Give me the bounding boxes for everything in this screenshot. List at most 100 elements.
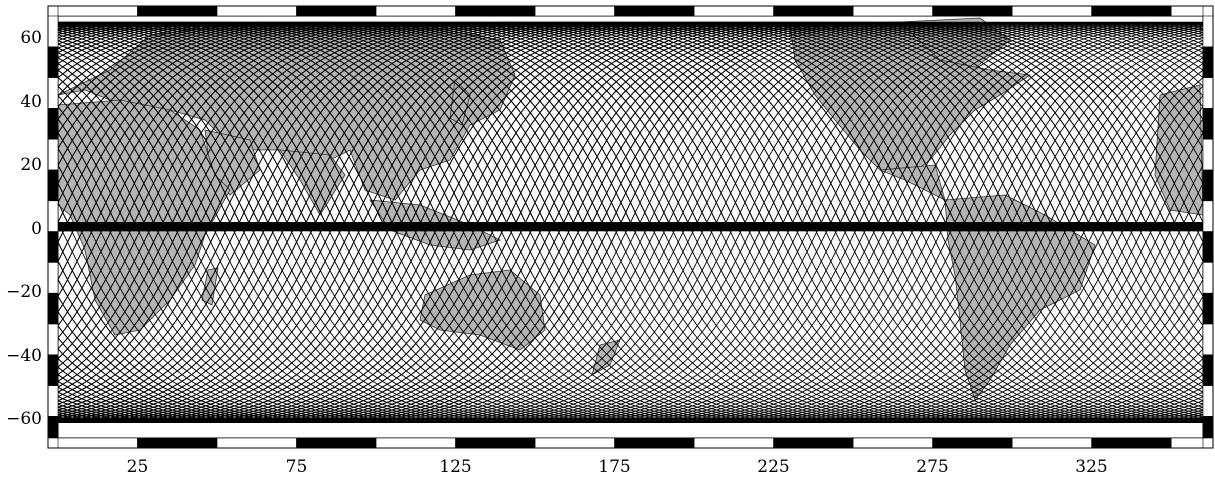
ground-track xyxy=(1021,34,1203,225)
ground-track xyxy=(58,21,1156,424)
ground-track xyxy=(58,21,631,228)
ground-track xyxy=(964,24,1203,225)
ground-track xyxy=(887,21,1203,226)
ground-track xyxy=(1040,40,1203,225)
ground-track xyxy=(58,221,628,424)
ground-track xyxy=(58,40,221,225)
ground-track xyxy=(58,21,860,420)
x-tick-label: 275 xyxy=(916,457,948,477)
ground-track xyxy=(58,21,946,424)
ground-track xyxy=(58,21,584,227)
land-africa xyxy=(58,99,231,336)
ground-track xyxy=(58,43,212,224)
frame-segment xyxy=(47,77,59,109)
ground-track xyxy=(58,21,832,415)
ground-track xyxy=(868,21,1203,226)
x-axis-labels: 25 75 125 175 225 275 325 xyxy=(127,457,1108,477)
x-tick-label: 225 xyxy=(757,457,789,477)
ground-track xyxy=(677,21,1203,227)
ground-track xyxy=(983,26,1203,225)
ground-track xyxy=(58,37,231,225)
ground-track xyxy=(58,21,1109,424)
ground-track xyxy=(630,21,1203,228)
ground-track xyxy=(58,21,603,227)
ground-track xyxy=(58,21,775,398)
ground-track xyxy=(58,21,345,225)
frame-segment xyxy=(1202,354,1214,386)
ground-track xyxy=(782,21,1203,226)
frame-segment xyxy=(693,437,774,449)
ground-track xyxy=(58,21,574,227)
ground-track xyxy=(754,21,1203,227)
y-tick-label: −60 xyxy=(6,409,42,429)
ground-track xyxy=(58,21,431,226)
ground-track xyxy=(58,21,889,423)
ground-track xyxy=(58,21,374,226)
x-tick-label: 25 xyxy=(127,457,149,477)
ground-track xyxy=(58,22,317,225)
ground-track xyxy=(58,21,841,417)
ground-track xyxy=(58,21,1099,424)
frame-segment xyxy=(47,231,59,263)
frame-segment xyxy=(693,5,774,17)
ground-track xyxy=(811,21,1203,226)
ground-track xyxy=(58,21,622,227)
ground-track xyxy=(639,21,1203,227)
ground-track xyxy=(58,28,269,225)
ground-track xyxy=(58,21,1118,424)
ground-track xyxy=(1030,37,1203,225)
ground-track xyxy=(58,21,736,376)
ground-track xyxy=(58,21,927,424)
ground-track xyxy=(58,21,1185,424)
frame-top xyxy=(57,5,1204,17)
frame-segment xyxy=(47,200,59,232)
ground-track xyxy=(58,21,355,226)
ground-track xyxy=(58,21,488,227)
frame-segment xyxy=(375,5,456,17)
ground-track xyxy=(58,21,441,226)
ground-track xyxy=(935,22,1203,225)
frame-segment xyxy=(47,15,59,48)
ground-track xyxy=(58,21,422,226)
frame-segment xyxy=(455,437,536,449)
ground-track xyxy=(773,21,1203,227)
ground-track xyxy=(58,23,307,225)
frame-segment xyxy=(534,5,615,17)
ground-track xyxy=(744,21,1203,227)
ground-track xyxy=(58,21,526,227)
ground-track xyxy=(58,21,651,263)
ground-track xyxy=(973,25,1203,225)
ground-track xyxy=(58,21,984,424)
ground-track xyxy=(878,21,1203,226)
ground-track xyxy=(839,21,1203,226)
ground-track xyxy=(925,21,1203,225)
frame-segment xyxy=(137,5,218,17)
ground-track xyxy=(801,21,1203,226)
ground-track xyxy=(954,23,1203,225)
ground-track xyxy=(58,21,670,298)
y-tick-label: 20 xyxy=(20,155,42,175)
y-tick-label: 0 xyxy=(31,219,42,239)
ground-track xyxy=(58,21,813,411)
ground-track xyxy=(1011,32,1203,225)
frame-segment xyxy=(852,5,933,17)
ground-track xyxy=(58,21,555,227)
frame-segment xyxy=(57,5,138,17)
ground-track xyxy=(58,21,755,388)
ground-track xyxy=(58,21,965,424)
frame-segment xyxy=(852,437,933,449)
ground-track xyxy=(58,21,765,393)
ground-track xyxy=(58,21,460,226)
frame-segment xyxy=(47,262,59,294)
x-tick-label: 75 xyxy=(286,457,308,477)
frame-segment xyxy=(614,437,695,449)
ground-track xyxy=(58,47,202,224)
ground-track xyxy=(58,21,822,413)
ground-track xyxy=(58,21,660,281)
ground-track xyxy=(58,21,1147,424)
ground-track xyxy=(58,21,975,424)
ground-track xyxy=(58,21,1166,424)
frame-segment xyxy=(1202,200,1214,232)
ground-track xyxy=(1049,43,1203,224)
ground-track xyxy=(58,21,956,424)
